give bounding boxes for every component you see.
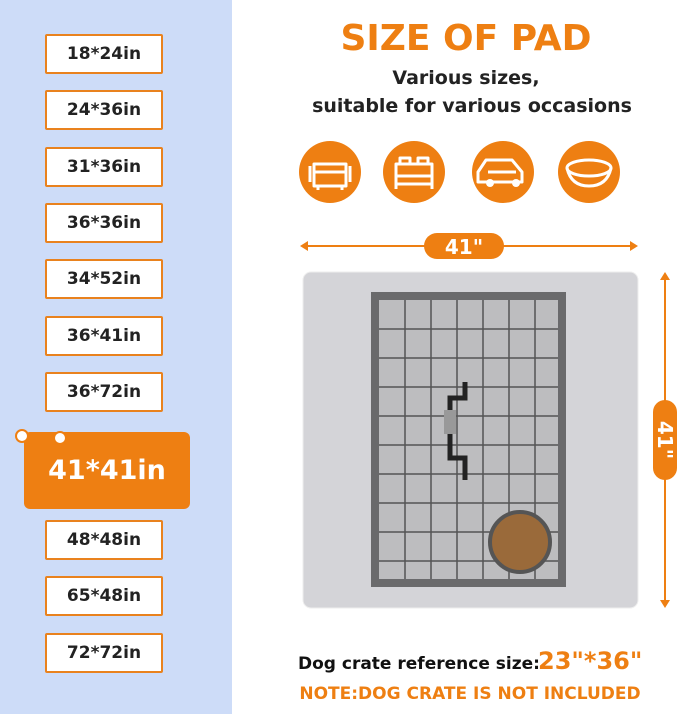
reference-label: Dog crate reference size:	[298, 654, 540, 674]
size-option[interactable]: 18*24in	[45, 34, 163, 74]
size-option[interactable]: 24*36in	[45, 90, 163, 131]
title: SIZE OF PAD	[340, 18, 591, 59]
crate-handle	[444, 410, 456, 434]
reference-value: 23"*36"	[538, 647, 642, 675]
paw-icons	[15, 429, 67, 445]
food-bowl	[488, 510, 552, 574]
size-option[interactable]: 31*36in	[45, 146, 163, 187]
size-option[interactable]: 34*52in	[45, 259, 163, 300]
note: NOTE:DOG CRATE IS NOT INCLUDED	[299, 684, 640, 704]
width-arrow: 41"	[300, 233, 638, 259]
size-option[interactable]: 65*48in	[45, 576, 163, 617]
size-option[interactable]: 36*36in	[45, 202, 163, 243]
occasion-icons	[299, 141, 620, 203]
subtitle: suitable for various occasions	[312, 95, 632, 117]
size-option-selected[interactable]: 41*41in	[24, 432, 190, 510]
size-option[interactable]: 36*41in	[45, 315, 163, 356]
subtitle: Various sizes,	[392, 67, 539, 89]
height-label: 41"	[653, 421, 677, 459]
size-option[interactable]: 72*72in	[45, 632, 163, 673]
size-panel: 18*24in 24*36in 31*36in 36*36in 34*52in 36*41…	[0, 0, 232, 714]
size-option[interactable]: 36*72in	[45, 371, 163, 412]
width-label: 41"	[445, 235, 483, 259]
size-option[interactable]: 48*48in	[45, 520, 163, 561]
height-arrow: 41"	[653, 272, 677, 608]
